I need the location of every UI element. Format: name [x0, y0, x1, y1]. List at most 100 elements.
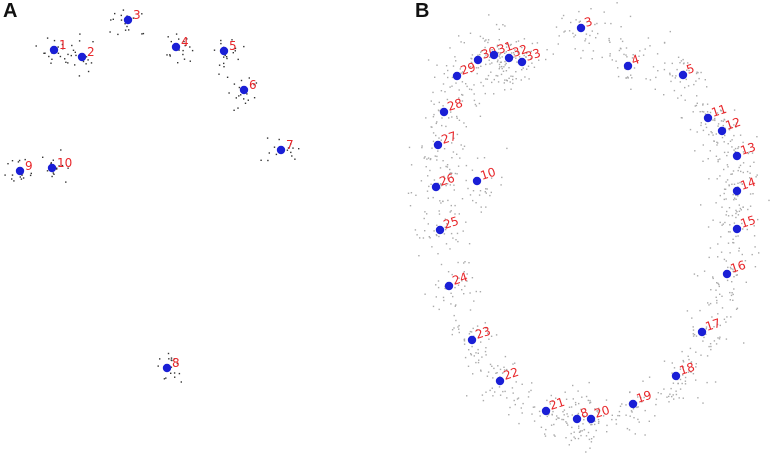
scatter-point: [663, 388, 665, 390]
scatter-point: [672, 382, 675, 384]
scatter-point: [459, 157, 461, 159]
scatter-point: [42, 156, 44, 158]
scatter-point: [703, 270, 706, 272]
scatter-point: [182, 53, 184, 56]
scatter-point: [644, 434, 646, 436]
scatter-point: [555, 418, 558, 421]
scatter-point: [495, 334, 498, 336]
scatter-point: [597, 422, 600, 424]
scatter-point: [489, 63, 491, 65]
scatter-point: [685, 78, 687, 81]
scatter-point: [528, 78, 530, 80]
scatter-point: [440, 184, 443, 187]
scatter-point: [477, 361, 480, 364]
scatter-point: [692, 373, 695, 375]
scatter-point: [582, 423, 584, 425]
scatter-point: [167, 352, 170, 355]
scatter-point: [458, 119, 461, 121]
scatter-point: [421, 146, 423, 149]
scatter-point: [170, 40, 172, 43]
scatter-point: [563, 409, 566, 411]
scatter-point: [51, 58, 53, 60]
scatter-point: [578, 425, 580, 427]
scatter-point: [595, 37, 597, 39]
scatter-point: [173, 372, 176, 374]
scatter-point: [501, 65, 503, 68]
scatter-point: [729, 266, 732, 269]
scatter-point: [498, 55, 500, 57]
scatter-point: [518, 53, 520, 55]
scatter-point: [696, 275, 699, 277]
scatter-point: [120, 14, 122, 17]
scatter-point: [466, 395, 468, 397]
scatter-point: [470, 331, 473, 333]
scatter-point: [583, 415, 585, 417]
scatter-point: [567, 415, 569, 418]
scatter-point: [503, 369, 506, 371]
scatter-point: [435, 296, 437, 298]
scatter-point: [225, 56, 228, 58]
node-a-9: 9: [15, 159, 33, 176]
scatter-point: [720, 120, 723, 122]
scatter-point: [469, 32, 472, 34]
scatter-point: [458, 89, 460, 91]
scatter-point: [473, 300, 475, 302]
scatter-point: [712, 276, 714, 278]
scatter-point: [78, 40, 81, 42]
scatter-point: [722, 111, 725, 113]
scatter-point: [479, 291, 482, 293]
scatter-point: [710, 345, 712, 348]
scatter-point: [461, 280, 463, 282]
scatter-point: [709, 111, 712, 114]
scatter-point: [440, 183, 442, 186]
scatter-point: [468, 333, 471, 335]
scatter-point: [477, 67, 480, 69]
scatter-point: [517, 52, 519, 54]
scatter-point: [479, 53, 481, 56]
scatter-point: [664, 62, 666, 64]
scatter-point: [458, 324, 460, 327]
scatter-point: [751, 253, 753, 256]
scatter-point: [579, 430, 582, 432]
scatter-point: [574, 437, 576, 440]
scatter-point: [408, 146, 411, 149]
scatter-point: [561, 17, 563, 20]
scatter-point: [725, 214, 727, 216]
scatter-point: [681, 382, 683, 385]
scatter-point: [253, 97, 256, 99]
scatter-point: [562, 418, 565, 421]
scatter-point: [657, 70, 659, 72]
scatter-point: [494, 391, 496, 393]
scatter-point: [632, 54, 634, 56]
node-marker: [678, 70, 688, 80]
scatter-point: [461, 81, 464, 83]
node-label: 17: [704, 316, 723, 334]
scatter-point: [752, 193, 754, 195]
scatter-point: [555, 397, 557, 399]
scatter-point: [437, 182, 440, 185]
scatter-point: [510, 88, 512, 90]
scatter-point: [731, 281, 733, 283]
scatter-point: [445, 135, 448, 137]
scatter-point: [490, 335, 493, 337]
scatter-point: [472, 199, 474, 202]
node-label: 21: [548, 395, 567, 413]
scatter-point: [218, 64, 221, 66]
scatter-point: [725, 181, 727, 183]
scatter-point: [737, 169, 739, 172]
scatter-point: [702, 340, 704, 342]
scatter-point: [742, 171, 744, 174]
scatter-point: [550, 424, 553, 426]
scatter-point: [637, 406, 639, 408]
scatter-point: [644, 409, 646, 412]
scatter-point: [495, 372, 497, 374]
scatter-point: [454, 172, 457, 175]
scatter-point: [463, 42, 465, 44]
scatter-point: [598, 420, 600, 423]
scatter-point: [504, 64, 506, 66]
scatter-point: [728, 184, 730, 186]
scatter-point: [503, 66, 505, 68]
scatter-point: [579, 20, 581, 22]
scatter-point: [246, 93, 248, 95]
scatter-point: [506, 368, 508, 371]
